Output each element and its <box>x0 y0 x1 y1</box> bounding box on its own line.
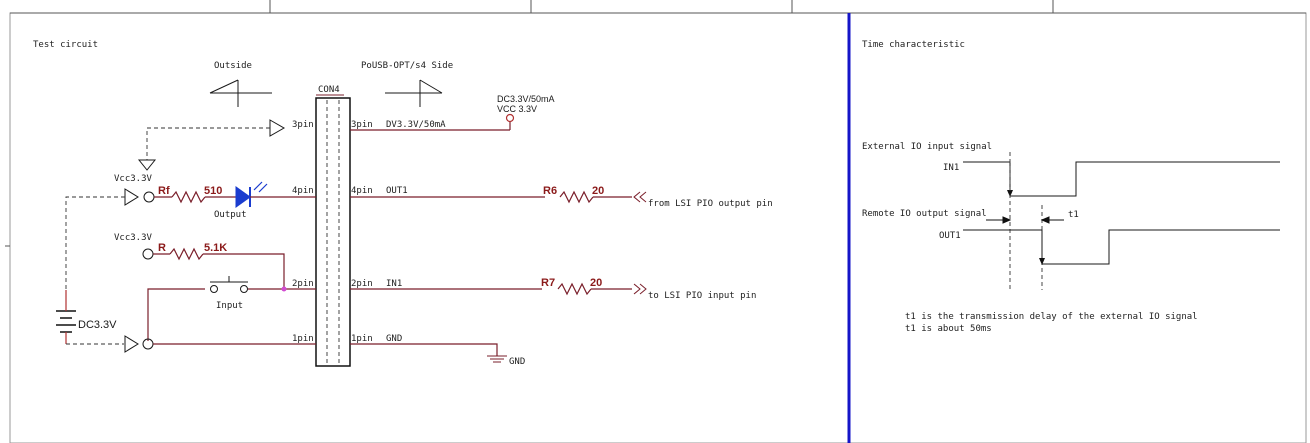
r6-label: R6 <box>543 185 557 197</box>
side-arrow-icon <box>385 79 443 107</box>
dc-label: DC3.3V/50mA <box>497 94 555 104</box>
vcc-buffer-1-icon <box>124 188 155 206</box>
gnd-label: GND <box>509 357 525 367</box>
pin-left-4: 4pin <box>292 186 314 196</box>
pin-right-1: 1pin <box>351 334 373 344</box>
in1-waveform <box>963 161 1280 197</box>
t1-marker: t1 <box>1068 210 1079 220</box>
net-in1: IN1 <box>386 279 402 289</box>
in1-edge-arrow-icon <box>1007 190 1013 197</box>
dashed-power-line <box>146 127 270 160</box>
ext-signal-label: External IO input signal <box>862 142 992 152</box>
note-line-1: t1 is the transmission delay of the exte… <box>905 312 1198 322</box>
battery-label: DC3.3V <box>78 319 117 331</box>
dashed-battery-top <box>65 196 125 290</box>
push-switch-icon <box>210 276 248 293</box>
wire-pullup <box>203 253 285 289</box>
note-line-2: t1 is about 50ms <box>905 324 992 334</box>
resistor-r7-icon <box>557 282 592 296</box>
vcc-left-1: Vcc3.3V <box>114 174 153 184</box>
net-dv33: DV3.3V/50mA <box>386 120 446 130</box>
junction-dot <box>281 286 287 292</box>
input-label: Input <box>216 301 243 311</box>
drawing-frame <box>9 12 1307 443</box>
connector-label: CON4 <box>318 85 340 95</box>
r-value: 5.1K <box>204 242 227 254</box>
vcc-left-2: Vcc3.3V <box>114 233 153 243</box>
net-gnd: GND <box>386 334 402 344</box>
side-label: PoUSB-OPT/s4 Side <box>361 61 453 71</box>
pin-right-2: 2pin <box>351 279 373 289</box>
connector-body <box>315 97 351 367</box>
r7-label: R7 <box>541 277 555 289</box>
top-ruler <box>10 0 1306 14</box>
gnd-buffer-icon <box>124 335 154 353</box>
vcc-terminal-2-icon <box>142 248 154 260</box>
in1-label: IN1 <box>943 163 959 173</box>
out1-label: OUT1 <box>939 231 961 241</box>
pin-left-3: 3pin <box>292 120 314 130</box>
vcc-terminal-icon <box>505 113 515 123</box>
resistor-rf-icon <box>171 190 206 204</box>
resistor-r-icon <box>169 247 204 261</box>
outside-arrow-icon <box>209 79 272 107</box>
r6-value: 20 <box>592 185 604 197</box>
outside-label: Outside <box>214 61 252 71</box>
pin-left-1: 1pin <box>292 334 314 344</box>
t1-dimension-icon <box>986 216 1064 224</box>
remote-signal-label: Remote IO output signal <box>862 209 987 219</box>
ground-icon <box>487 355 507 363</box>
to-arrow-icon <box>633 283 647 295</box>
test-circuit-title: Test circuit <box>33 40 98 50</box>
from-label: from LSI PIO output pin <box>648 199 773 209</box>
out1-waveform <box>963 229 1280 265</box>
pin-left-2: 2pin <box>292 279 314 289</box>
rf-label: Rf <box>158 185 170 197</box>
r7-value: 20 <box>590 277 602 289</box>
time-char-title: Time characteristic <box>862 40 965 50</box>
pin-right-3: 3pin <box>351 120 373 130</box>
ground-triangle-icon <box>137 159 157 171</box>
rf-value: 510 <box>204 185 222 197</box>
battery-icon <box>56 310 76 333</box>
wire-pin1-right <box>350 343 498 356</box>
wire-switch-left <box>147 288 205 341</box>
r-label: R <box>158 242 166 254</box>
resistor-r6-icon <box>559 190 594 204</box>
output-label: Output <box>214 210 247 220</box>
led-icon <box>235 181 268 208</box>
net-out1: OUT1 <box>386 186 408 196</box>
vcc-label: VCC 3.3V <box>497 104 537 114</box>
power-buffer-icon <box>269 119 286 137</box>
to-label: to LSI PIO input pin <box>648 291 756 301</box>
from-arrow-icon <box>633 191 647 203</box>
out1-edge-arrow-icon <box>1039 258 1045 265</box>
pin-right-4: 4pin <box>351 186 373 196</box>
